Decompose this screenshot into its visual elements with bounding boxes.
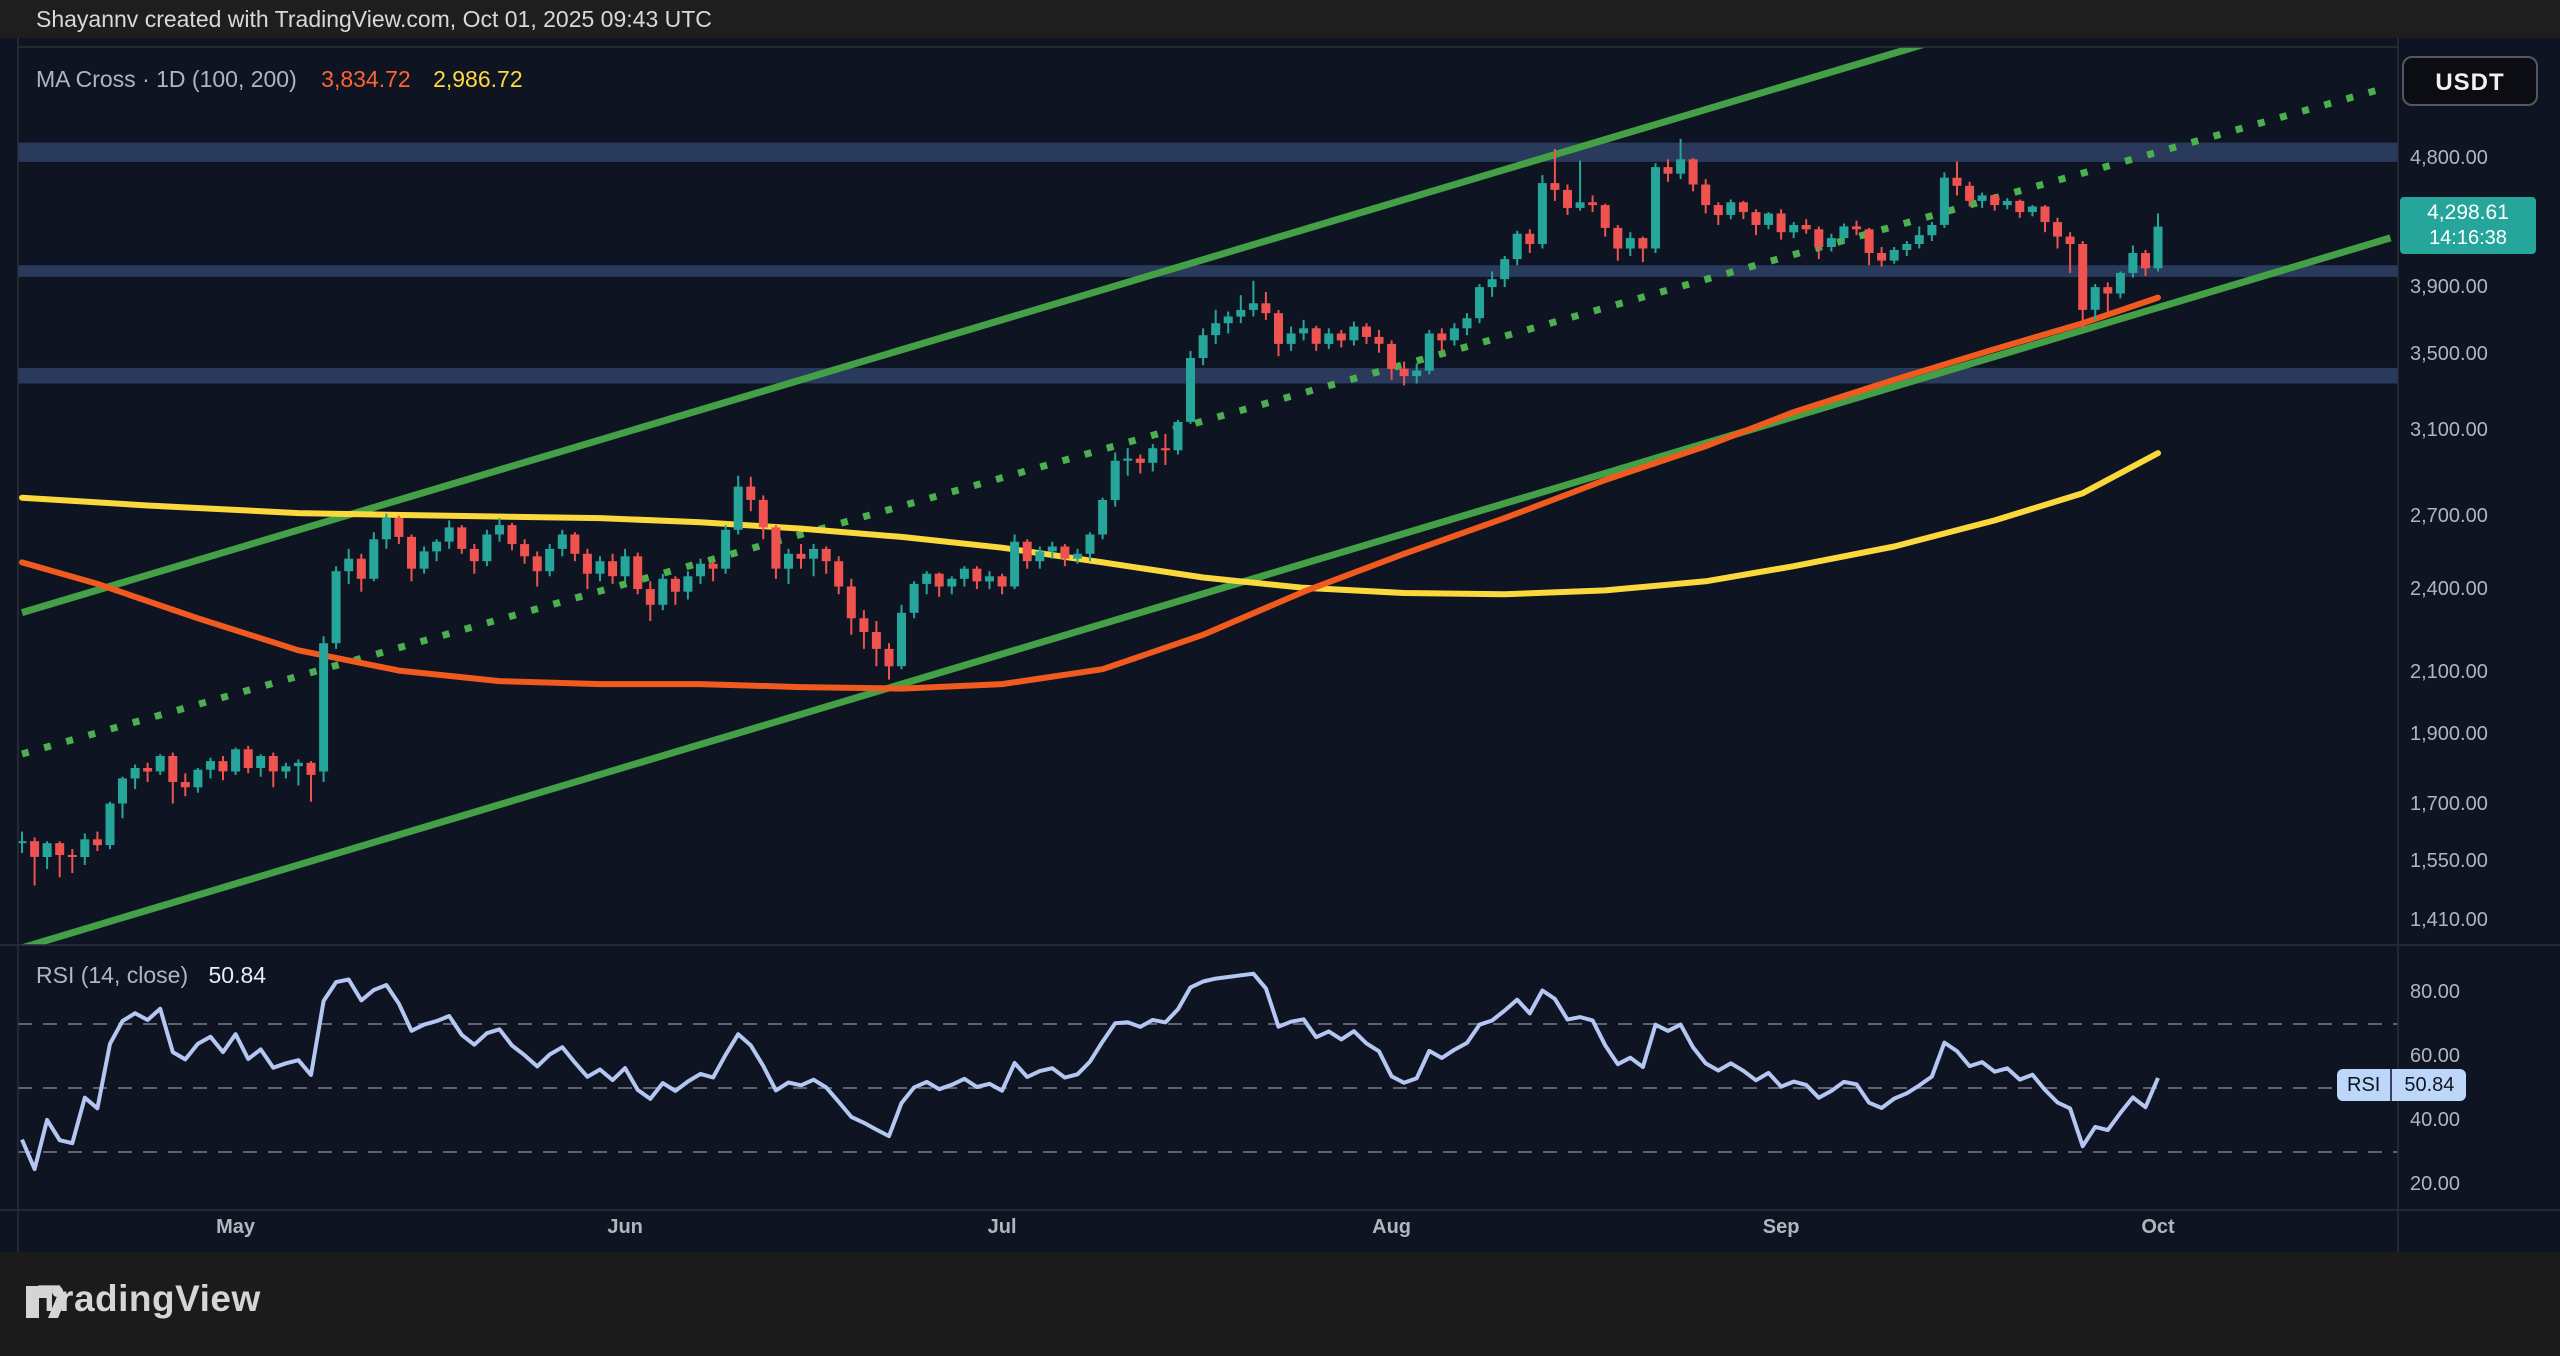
attribution-text: Shayannv created with TradingView.com, O… [36, 6, 712, 32]
tradingview-wordmark: TradingView [38, 1278, 261, 1319]
chart-area[interactable]: MA Cross · 1D (100, 200) 3,834.72 2,986.… [0, 38, 2560, 1252]
month-label-oct: Oct [2141, 1216, 2175, 1238]
rsi-tick: 20.00 [2410, 1173, 2461, 1195]
tradingview-logo-icon [26, 1286, 68, 1318]
price-tick: 3,500.00 [2410, 343, 2488, 366]
ma-cross-label: MA Cross · 1D (100, 200) [36, 66, 297, 92]
bar-countdown: 14:16:38 [2429, 226, 2507, 249]
price-tick: 2,100.00 [2410, 661, 2488, 684]
rsi-badge-label: RSI [2337, 1069, 2393, 1102]
rsi-tick: 60.00 [2410, 1045, 2461, 1067]
price-tick: 3,900.00 [2410, 276, 2488, 299]
last-price-badge: 4,298.61 14:16:38 [2400, 196, 2536, 254]
price-tick: 2,400.00 [2410, 578, 2488, 601]
price-tick: 1,700.00 [2410, 792, 2488, 815]
price-tick: 4,800.00 [2410, 147, 2488, 169]
rsi-value: 50.84 [208, 962, 267, 988]
currency-toggle-button[interactable]: USDT [2402, 56, 2538, 106]
price-tick: 1,550.00 [2410, 849, 2488, 872]
last-price-value: 4,298.61 [2427, 200, 2509, 224]
price-chart[interactable] [0, 38, 2560, 1252]
price-tick: 3,100.00 [2410, 418, 2488, 441]
rsi-tick: 40.00 [2410, 1109, 2461, 1131]
ma100-value: 3,834.72 [321, 66, 411, 92]
price-tick: 1,900.00 [2410, 723, 2488, 746]
rsi-value-badge: RSI 50.84 [2337, 1069, 2467, 1102]
rsi-label: RSI (14, close) [36, 962, 189, 988]
attribution-bar: Shayannv created with TradingView.com, O… [0, 0, 2560, 38]
month-label-sep: Sep [1762, 1216, 1800, 1238]
price-tick: 2,700.00 [2410, 504, 2488, 527]
rsi-badge-value: 50.84 [2404, 1074, 2455, 1097]
price-tick: 1,410.00 [2410, 908, 2488, 931]
footer-bar: TradingView [0, 1252, 2560, 1356]
tradingview-brand[interactable]: TradingView [24, 1278, 261, 1320]
month-label-jul: Jul [987, 1216, 1017, 1238]
month-label-may: May [216, 1216, 256, 1238]
rsi-legend[interactable]: RSI (14, close) 50.84 [36, 962, 266, 989]
ma200-value: 2,986.72 [433, 66, 523, 92]
month-label-aug: Aug [1372, 1216, 1412, 1238]
indicator-legend[interactable]: MA Cross · 1D (100, 200) 3,834.72 2,986.… [36, 66, 523, 93]
rsi-tick: 80.00 [2410, 981, 2461, 1003]
month-label-jun: Jun [607, 1216, 643, 1238]
